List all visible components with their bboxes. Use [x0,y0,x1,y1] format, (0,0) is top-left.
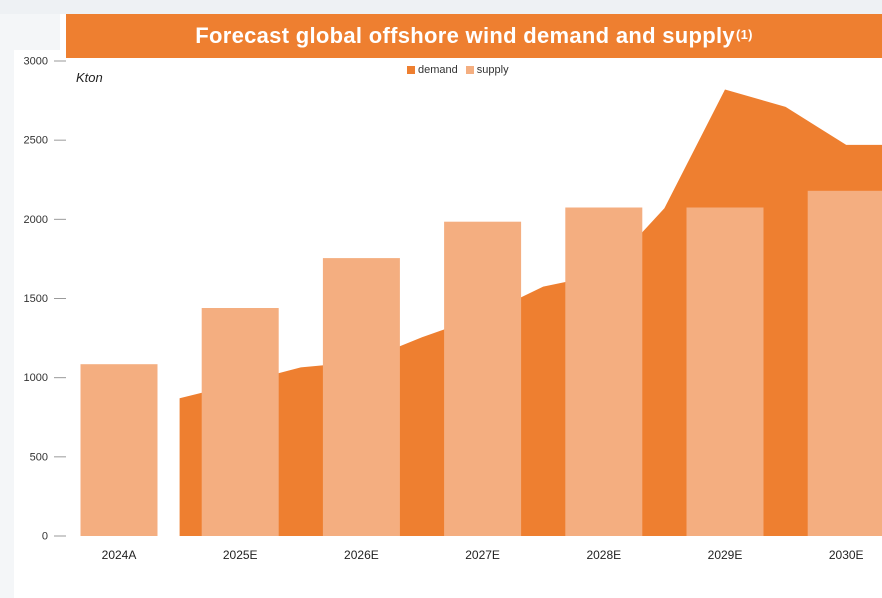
y-tick-label-2500: 2500 [24,135,48,147]
legend-item-demand: demand [407,64,458,76]
x-tick-label-2024A: 2024A [102,548,137,562]
legend-label-demand: demand [418,64,458,76]
chart-title-footnote: (1) [735,26,753,42]
x-tick-label-2029E: 2029E [708,548,743,562]
supply-bar-2029E [686,207,764,536]
unit-label: Kton [76,70,103,85]
chart-title: Forecast global offshore wind demand and… [195,23,735,48]
x-tick-label-2027E: 2027E [465,548,500,562]
demand-area [179,89,882,536]
supply-bar-2026E [322,258,400,536]
supply-bar-2025E [201,308,279,536]
y-tick-label-1500: 1500 [24,293,48,305]
supply-bar-2030E [807,190,882,537]
background-band [0,0,882,14]
supply-bar-2028E [565,207,643,536]
y-tick-label-500: 500 [30,451,48,463]
legend-swatch-demand [407,66,415,74]
x-tick-label-2025E: 2025E [223,548,258,562]
y-tick-label-3000: 3000 [24,56,48,68]
y-tick-label-2000: 2000 [24,214,48,226]
chart-title-bar: Forecast global offshore wind demand and… [66,14,882,58]
x-tick-label-2028E: 2028E [586,548,621,562]
supply-bar-2024A [80,364,158,536]
legend-item-supply: supply [465,64,509,76]
x-tick-label-2026E: 2026E [344,548,379,562]
legend-swatch-supply [465,66,474,74]
y-tick-label-0: 0 [42,531,48,543]
y-axis-panel [14,50,66,598]
chart-legend: demand supply [407,64,509,76]
legend-label-supply: supply [476,64,509,76]
y-tick-label-1000: 1000 [24,372,48,384]
supply-bar-2027E [444,221,522,536]
x-tick-label-2030E: 2030E [829,548,864,562]
